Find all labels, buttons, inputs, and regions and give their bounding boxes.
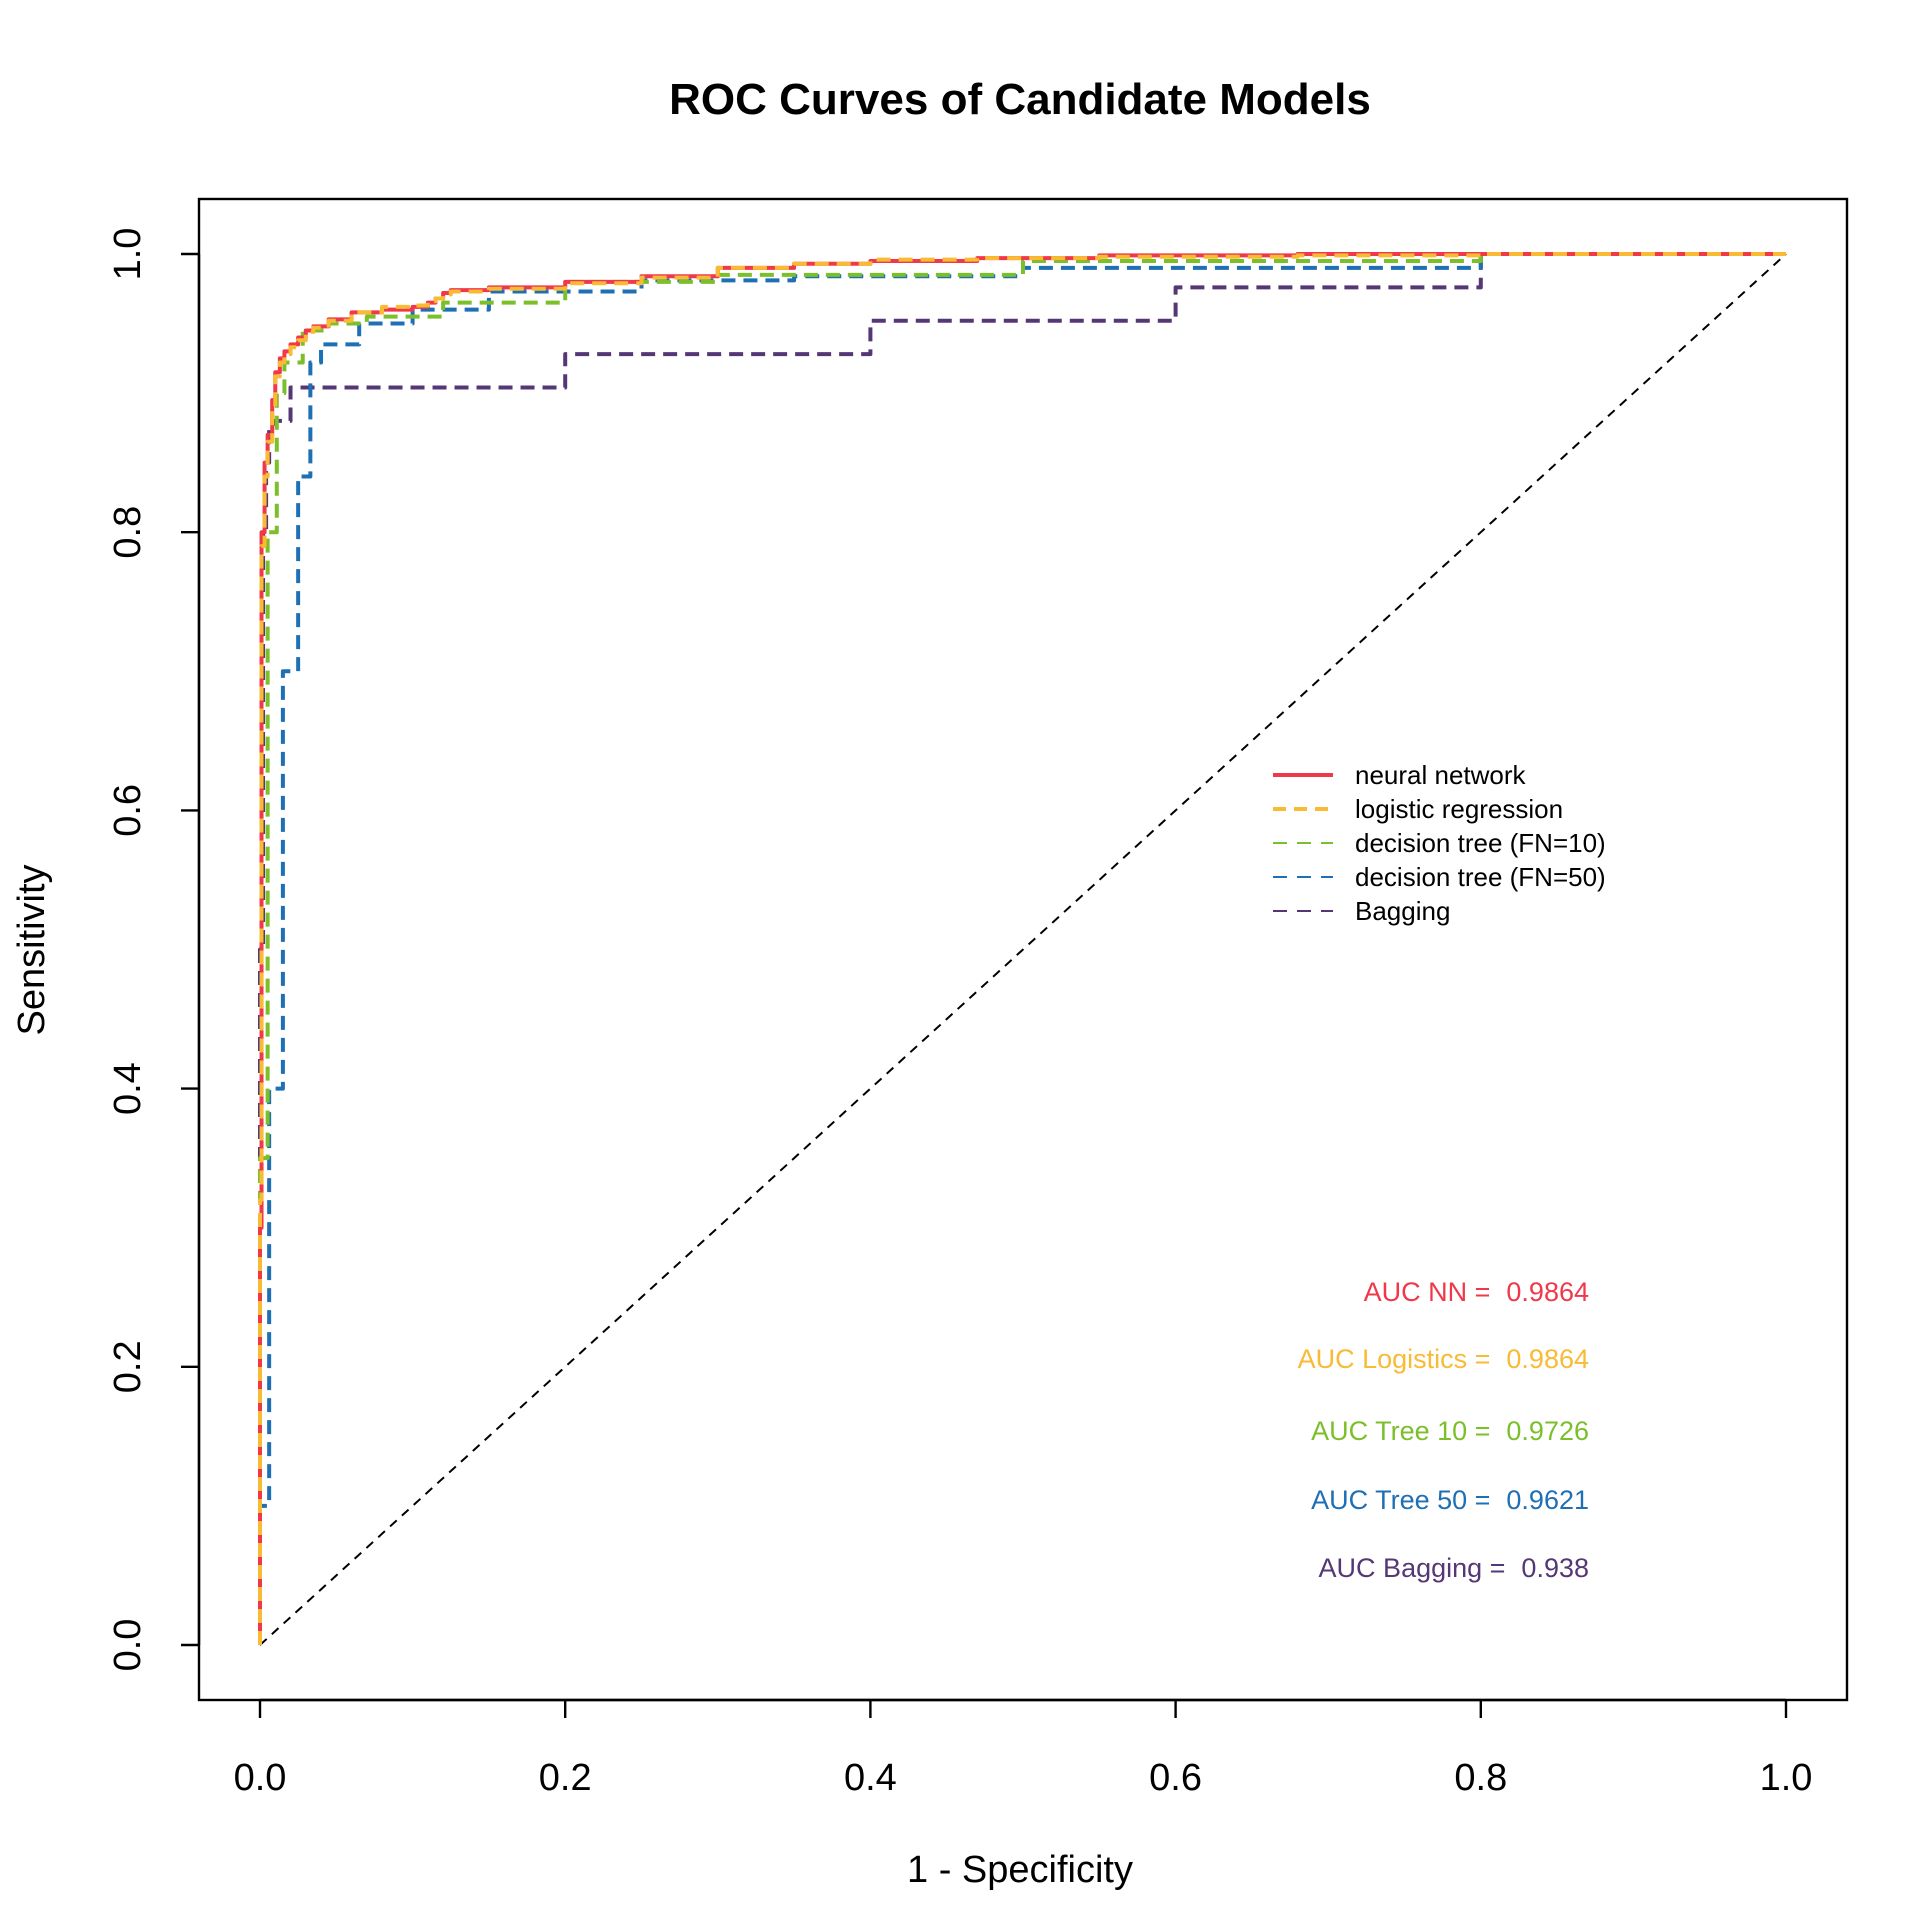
legend-label: decision tree (FN=50) [1355,862,1606,892]
reference-diagonal-line [259,253,1787,1646]
x-axis: 0.0 0.2 0.4 0.6 0.8 1.0 [234,1698,1813,1799]
auc-annotation: 0.938 AUC Bagging = [1319,1553,1589,1583]
y-axis-label: Sensitivity [11,864,53,1035]
auc-label: AUC Bagging = [1319,1553,1506,1583]
series-layer [258,252,1786,1645]
y-tick-label: 0.8 [107,506,149,559]
series-line-logistic-regression [258,252,1786,1645]
legend: neural network logistic regression decisio… [1273,760,1606,926]
auc-annotation: 0.9864 AUC Logistics = [1298,1344,1589,1374]
y-axis: 0.0 0.2 0.4 0.6 0.8 1.0 [107,228,201,1672]
y-tick-label: 0.4 [107,1062,149,1115]
legend-label: decision tree (FN=10) [1355,828,1606,858]
auc-label: AUC Tree 50 = [1311,1485,1490,1515]
auc-value: 0.9621 [1506,1485,1589,1515]
legend-label: logistic regression [1355,794,1563,824]
auc-annotations: 0.9864 AUC NN = 0.9864 AUC Logistics = 0.9… [1298,1277,1589,1583]
auc-annotation: 0.9726 AUC Tree 10 = [1311,1416,1589,1446]
series-line-decision-tree-fn-10 [258,252,1786,1645]
x-tick-label: 1.0 [1760,1757,1813,1799]
auc-value: 0.9726 [1506,1416,1589,1446]
x-tick-label: 0.4 [844,1757,897,1799]
auc-value: 0.938 [1521,1553,1589,1583]
legend-label: Bagging [1355,896,1450,926]
series-line-bagging [258,252,1786,1645]
y-tick-label: 0.0 [107,1619,149,1672]
auc-value: 0.9864 [1506,1344,1589,1374]
x-tick-label: 0.6 [1149,1757,1202,1799]
x-tick-label: 0.8 [1454,1757,1507,1799]
auc-label: AUC Tree 10 = [1311,1416,1490,1446]
chart-title: ROC Curves of Candidate Models [669,75,1371,124]
auc-annotation: 0.9864 AUC NN = [1364,1277,1589,1307]
y-tick-label: 1.0 [107,228,149,281]
auc-annotation: 0.9621 AUC Tree 50 = [1311,1485,1589,1515]
reference-diagonal-layer [259,253,1787,1646]
x-tick-label: 0.0 [234,1757,287,1799]
legend-label: neural network [1355,760,1527,790]
auc-label: AUC Logistics = [1298,1344,1491,1374]
y-tick-label: 0.6 [107,784,149,837]
auc-value: 0.9864 [1506,1277,1589,1307]
x-tick-label: 0.2 [539,1757,592,1799]
x-axis-label: 1 - Specificity [907,1849,1133,1891]
y-tick-label: 0.2 [107,1340,149,1393]
auc-label: AUC NN = [1364,1277,1491,1307]
